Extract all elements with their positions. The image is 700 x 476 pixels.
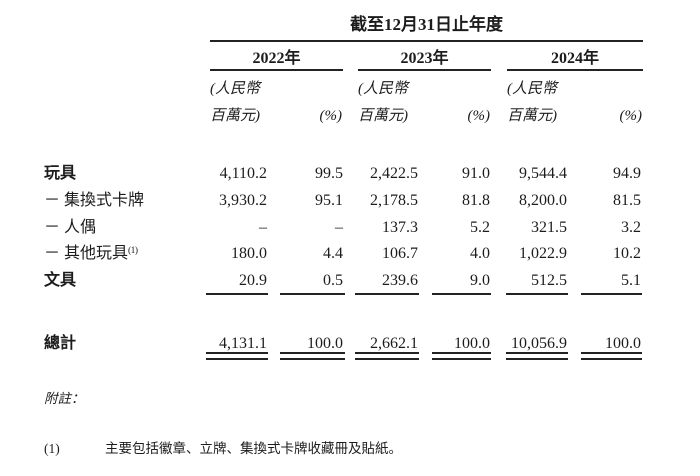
cell-2024-amount: 321.5 (531, 219, 567, 236)
cell-2023-amount: 137.3 (382, 219, 418, 236)
footnote-superscript: (1) (128, 246, 138, 256)
year-header-2022: 2022年 (252, 50, 301, 67)
cell-2024-amount: 1,022.9 (519, 245, 567, 262)
cell-2024-percent: 3.2 (621, 219, 641, 236)
table-row-figures: － 人偶 – – 137.3 5.2 321.5 3.2 (0, 214, 700, 241)
total-double-rule (206, 352, 268, 360)
row-label: － 集換式卡牌 (44, 192, 145, 209)
cell-2023-percent: 9.0 (470, 272, 490, 289)
unit-label-line1: (人民幣 (507, 81, 557, 97)
table-title: 截至12月31日止年度 (350, 15, 503, 34)
cell-2024-percent: 5.1 (621, 272, 641, 289)
percent-column-header: (%) (467, 108, 491, 124)
table-row-stationery: 文具 20.9 0.5 239.6 9.0 512.5 5.1 (0, 267, 700, 294)
table-row-toys: 玩具 4,110.2 99.5 2,422.5 91.0 9,544.4 94.… (0, 160, 700, 187)
year-header-2024: 2024年 (550, 50, 599, 67)
cell-2023-percent: 81.8 (462, 192, 490, 209)
cell-2022-percent: 100.0 (307, 335, 343, 352)
table-row-other-toys: － 其他玩具(1) 180.0 4.4 106.7 4.0 1,022.9 10… (0, 240, 700, 267)
year-group-2022: 2022年 (人民幣 百萬元) (%) (210, 46, 343, 128)
cell-2023-percent: 4.0 (470, 245, 490, 262)
row-label: 文具 (44, 272, 77, 289)
cell-2022-amount: 180.0 (231, 245, 267, 262)
cell-2023-percent: 5.2 (470, 219, 490, 236)
unit-label-line1: (人民幣 (210, 81, 260, 97)
percent-column-header: (%) (619, 108, 643, 124)
row-label: 玩具 (44, 165, 77, 182)
cell-2024-percent: 94.9 (613, 165, 641, 182)
table-row-trading-cards: － 集換式卡牌 3,930.2 95.1 2,178.5 81.8 8,200.… (0, 187, 700, 214)
total-double-rule (506, 352, 568, 360)
cell-2024-percent: 81.5 (613, 192, 641, 209)
column-underline (432, 293, 491, 295)
cell-2024-percent: 100.0 (605, 335, 641, 352)
table-row-total: 總計 4,131.1 100.0 2,662.1 100.0 10,056.9 … (0, 330, 700, 357)
cell-2024-amount: 9,544.4 (519, 165, 567, 182)
cell-2023-amount: 2,422.5 (370, 165, 418, 182)
cell-2023-percent: 91.0 (462, 165, 490, 182)
year-group-2024: 2024年 (人民幣 百萬元) (%) (507, 46, 643, 128)
total-double-rule (280, 352, 345, 360)
total-double-rule (432, 352, 491, 360)
cell-2022-percent: 4.4 (323, 245, 343, 262)
cell-2023-amount: 2,178.5 (370, 192, 418, 209)
unit-label-line2: 百萬元) (358, 108, 408, 124)
row-label: － 其他玩具(1) (44, 240, 138, 270)
footnote-marker: (1) (44, 441, 60, 456)
column-underline (581, 293, 642, 295)
cell-2023-percent: 100.0 (454, 335, 490, 352)
total-double-rule (581, 352, 642, 360)
cell-2022-percent: 95.1 (315, 192, 343, 209)
cell-2022-amount: 4,110.2 (219, 165, 267, 182)
unit-label-line1: (人民幣 (358, 81, 408, 97)
column-underline (355, 293, 419, 295)
notes-heading: 附註： (44, 391, 85, 406)
year-group-2023: 2023年 (人民幣 百萬元) (%) (358, 46, 491, 128)
unit-label-line2: 百萬元) (507, 108, 557, 124)
row-label: 總計 (44, 335, 77, 352)
cell-2023-amount: 2,662.1 (370, 335, 418, 352)
cell-2022-percent: 99.5 (315, 165, 343, 182)
total-double-rule (355, 352, 419, 360)
year-header-2023: 2023年 (400, 50, 449, 67)
cell-2022-percent: – (335, 219, 343, 236)
column-underline (280, 293, 345, 295)
cell-2022-percent: 0.5 (323, 272, 343, 289)
cell-2023-amount: 239.6 (382, 272, 418, 289)
year-rule-2022 (210, 69, 343, 71)
column-underline (206, 293, 268, 295)
table-top-rule (210, 40, 643, 42)
row-label: － 人偶 (44, 219, 97, 236)
cell-2024-amount: 512.5 (531, 272, 567, 289)
cell-2024-amount: 10,056.9 (511, 335, 567, 352)
cell-2022-amount: 20.9 (239, 272, 267, 289)
year-rule-2024 (507, 69, 643, 71)
cell-2024-amount: 8,200.0 (519, 192, 567, 209)
column-underline (506, 293, 568, 295)
cell-2022-amount: – (259, 219, 267, 236)
cell-2024-percent: 10.2 (613, 245, 641, 262)
cell-2022-amount: 4,131.1 (219, 335, 267, 352)
percent-column-header: (%) (319, 108, 343, 124)
footnote-text: 主要包括徽章、立牌、集換式卡牌收藏冊及貼紙。 (105, 441, 402, 456)
unit-label-line2: 百萬元) (210, 108, 260, 124)
cell-2023-amount: 106.7 (382, 245, 418, 262)
cell-2022-amount: 3,930.2 (219, 192, 267, 209)
row-label-text: － 其他玩具 (44, 245, 129, 262)
year-rule-2023 (358, 69, 491, 71)
